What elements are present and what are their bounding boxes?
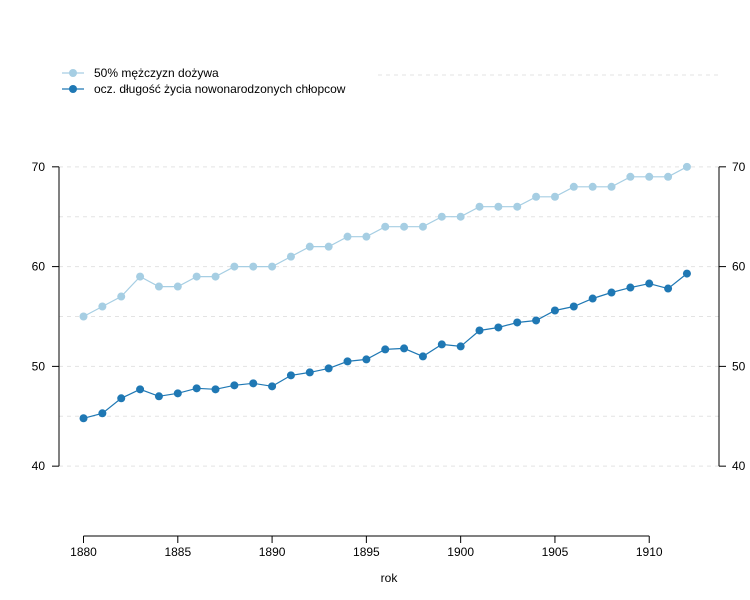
data-point xyxy=(418,222,427,231)
legend-marker xyxy=(69,85,77,93)
data-point xyxy=(494,202,503,211)
y-tick-label-right: 70 xyxy=(732,160,746,174)
legend-label: ocz. długość życia nowonarodzonych chłop… xyxy=(94,82,346,96)
data-point xyxy=(588,182,597,191)
y-tick-label-right: 50 xyxy=(732,359,746,373)
data-point xyxy=(117,292,126,301)
x-tick-label: 1895 xyxy=(353,545,380,559)
data-point xyxy=(173,389,182,398)
y-tick-label: 50 xyxy=(32,359,46,373)
grid-lines xyxy=(59,166,719,467)
y-tick-label-right: 40 xyxy=(732,459,746,473)
data-point xyxy=(230,262,239,271)
data-point xyxy=(475,202,484,211)
data-point xyxy=(475,326,484,335)
data-point xyxy=(79,312,88,321)
data-point xyxy=(682,269,691,278)
data-point xyxy=(400,222,409,231)
series-line xyxy=(83,166,688,318)
data-point xyxy=(569,302,578,311)
x-axis: 1880 1885 1890 1895 1900 1905 1910 xyxy=(70,535,663,559)
data-point xyxy=(588,294,597,303)
data-point xyxy=(400,344,409,353)
data-point xyxy=(249,262,258,271)
x-tick-label: 1910 xyxy=(636,545,663,559)
data-point xyxy=(192,272,201,281)
x-tick-label: 1890 xyxy=(259,545,286,559)
series-0 xyxy=(79,162,691,321)
data-point xyxy=(645,172,654,181)
data-point xyxy=(381,345,390,354)
x-tick-label: 1900 xyxy=(447,545,474,559)
data-point xyxy=(645,279,654,288)
data-point xyxy=(664,172,673,181)
data-point xyxy=(607,182,616,191)
data-point xyxy=(513,202,522,211)
data-point xyxy=(230,381,239,390)
data-point xyxy=(494,323,503,332)
y-axis-left: 40 50 60 70 xyxy=(32,160,60,473)
data-point xyxy=(305,368,314,377)
data-point xyxy=(268,262,277,271)
data-point xyxy=(381,222,390,231)
y-tick-label: 40 xyxy=(32,459,46,473)
data-point xyxy=(437,212,446,221)
legend-item-series-1: ocz. długość życia nowonarodzonych chłop… xyxy=(62,82,346,96)
series-1 xyxy=(79,269,691,423)
y-axis-right: 40 50 60 70 xyxy=(718,160,746,473)
y-tick-label-right: 60 xyxy=(732,260,746,274)
data-point xyxy=(173,282,182,291)
x-tick-label: 1885 xyxy=(164,545,191,559)
legend-item-series-0: 50% mężczyzn dożywa xyxy=(62,66,219,80)
data-point xyxy=(550,306,559,315)
data-point xyxy=(664,284,673,293)
data-point xyxy=(154,392,163,401)
data-point xyxy=(607,288,616,297)
data-point xyxy=(286,252,295,261)
data-point xyxy=(305,242,314,251)
data-point xyxy=(117,394,126,403)
legend-label: 50% mężczyzn dożywa xyxy=(94,66,219,80)
data-point xyxy=(418,352,427,361)
data-point xyxy=(362,232,371,241)
data-point xyxy=(626,172,635,181)
data-point xyxy=(136,385,145,394)
data-point xyxy=(154,282,163,291)
data-point xyxy=(136,272,145,281)
data-point xyxy=(532,316,541,325)
data-point xyxy=(324,364,333,373)
data-point xyxy=(343,232,352,241)
data-point xyxy=(249,379,258,388)
data-point xyxy=(456,212,465,221)
data-point xyxy=(456,342,465,351)
y-tick-label: 60 xyxy=(32,260,46,274)
data-point xyxy=(192,384,201,393)
data-point xyxy=(211,385,220,394)
legend-marker xyxy=(69,69,77,77)
x-axis-title: rok xyxy=(381,571,399,585)
legend: 50% mężczyzn dożywa ocz. długość życia n… xyxy=(62,66,346,96)
data-point xyxy=(268,382,277,391)
data-point xyxy=(211,272,220,281)
data-point xyxy=(98,409,107,418)
data-point xyxy=(286,371,295,380)
data-point xyxy=(98,302,107,311)
data-point xyxy=(79,414,88,423)
data-point xyxy=(626,283,635,292)
data-point xyxy=(682,162,691,171)
data-point xyxy=(550,192,559,201)
data-point xyxy=(569,182,578,191)
data-point xyxy=(437,340,446,349)
data-point xyxy=(362,355,371,364)
data-point xyxy=(532,192,541,201)
x-tick-label: 1905 xyxy=(542,545,569,559)
data-point xyxy=(343,357,352,366)
x-tick-label: 1880 xyxy=(70,545,97,559)
y-tick-label: 70 xyxy=(32,160,46,174)
data-point xyxy=(324,242,333,251)
data-point xyxy=(513,318,522,327)
series-layer xyxy=(79,162,691,423)
